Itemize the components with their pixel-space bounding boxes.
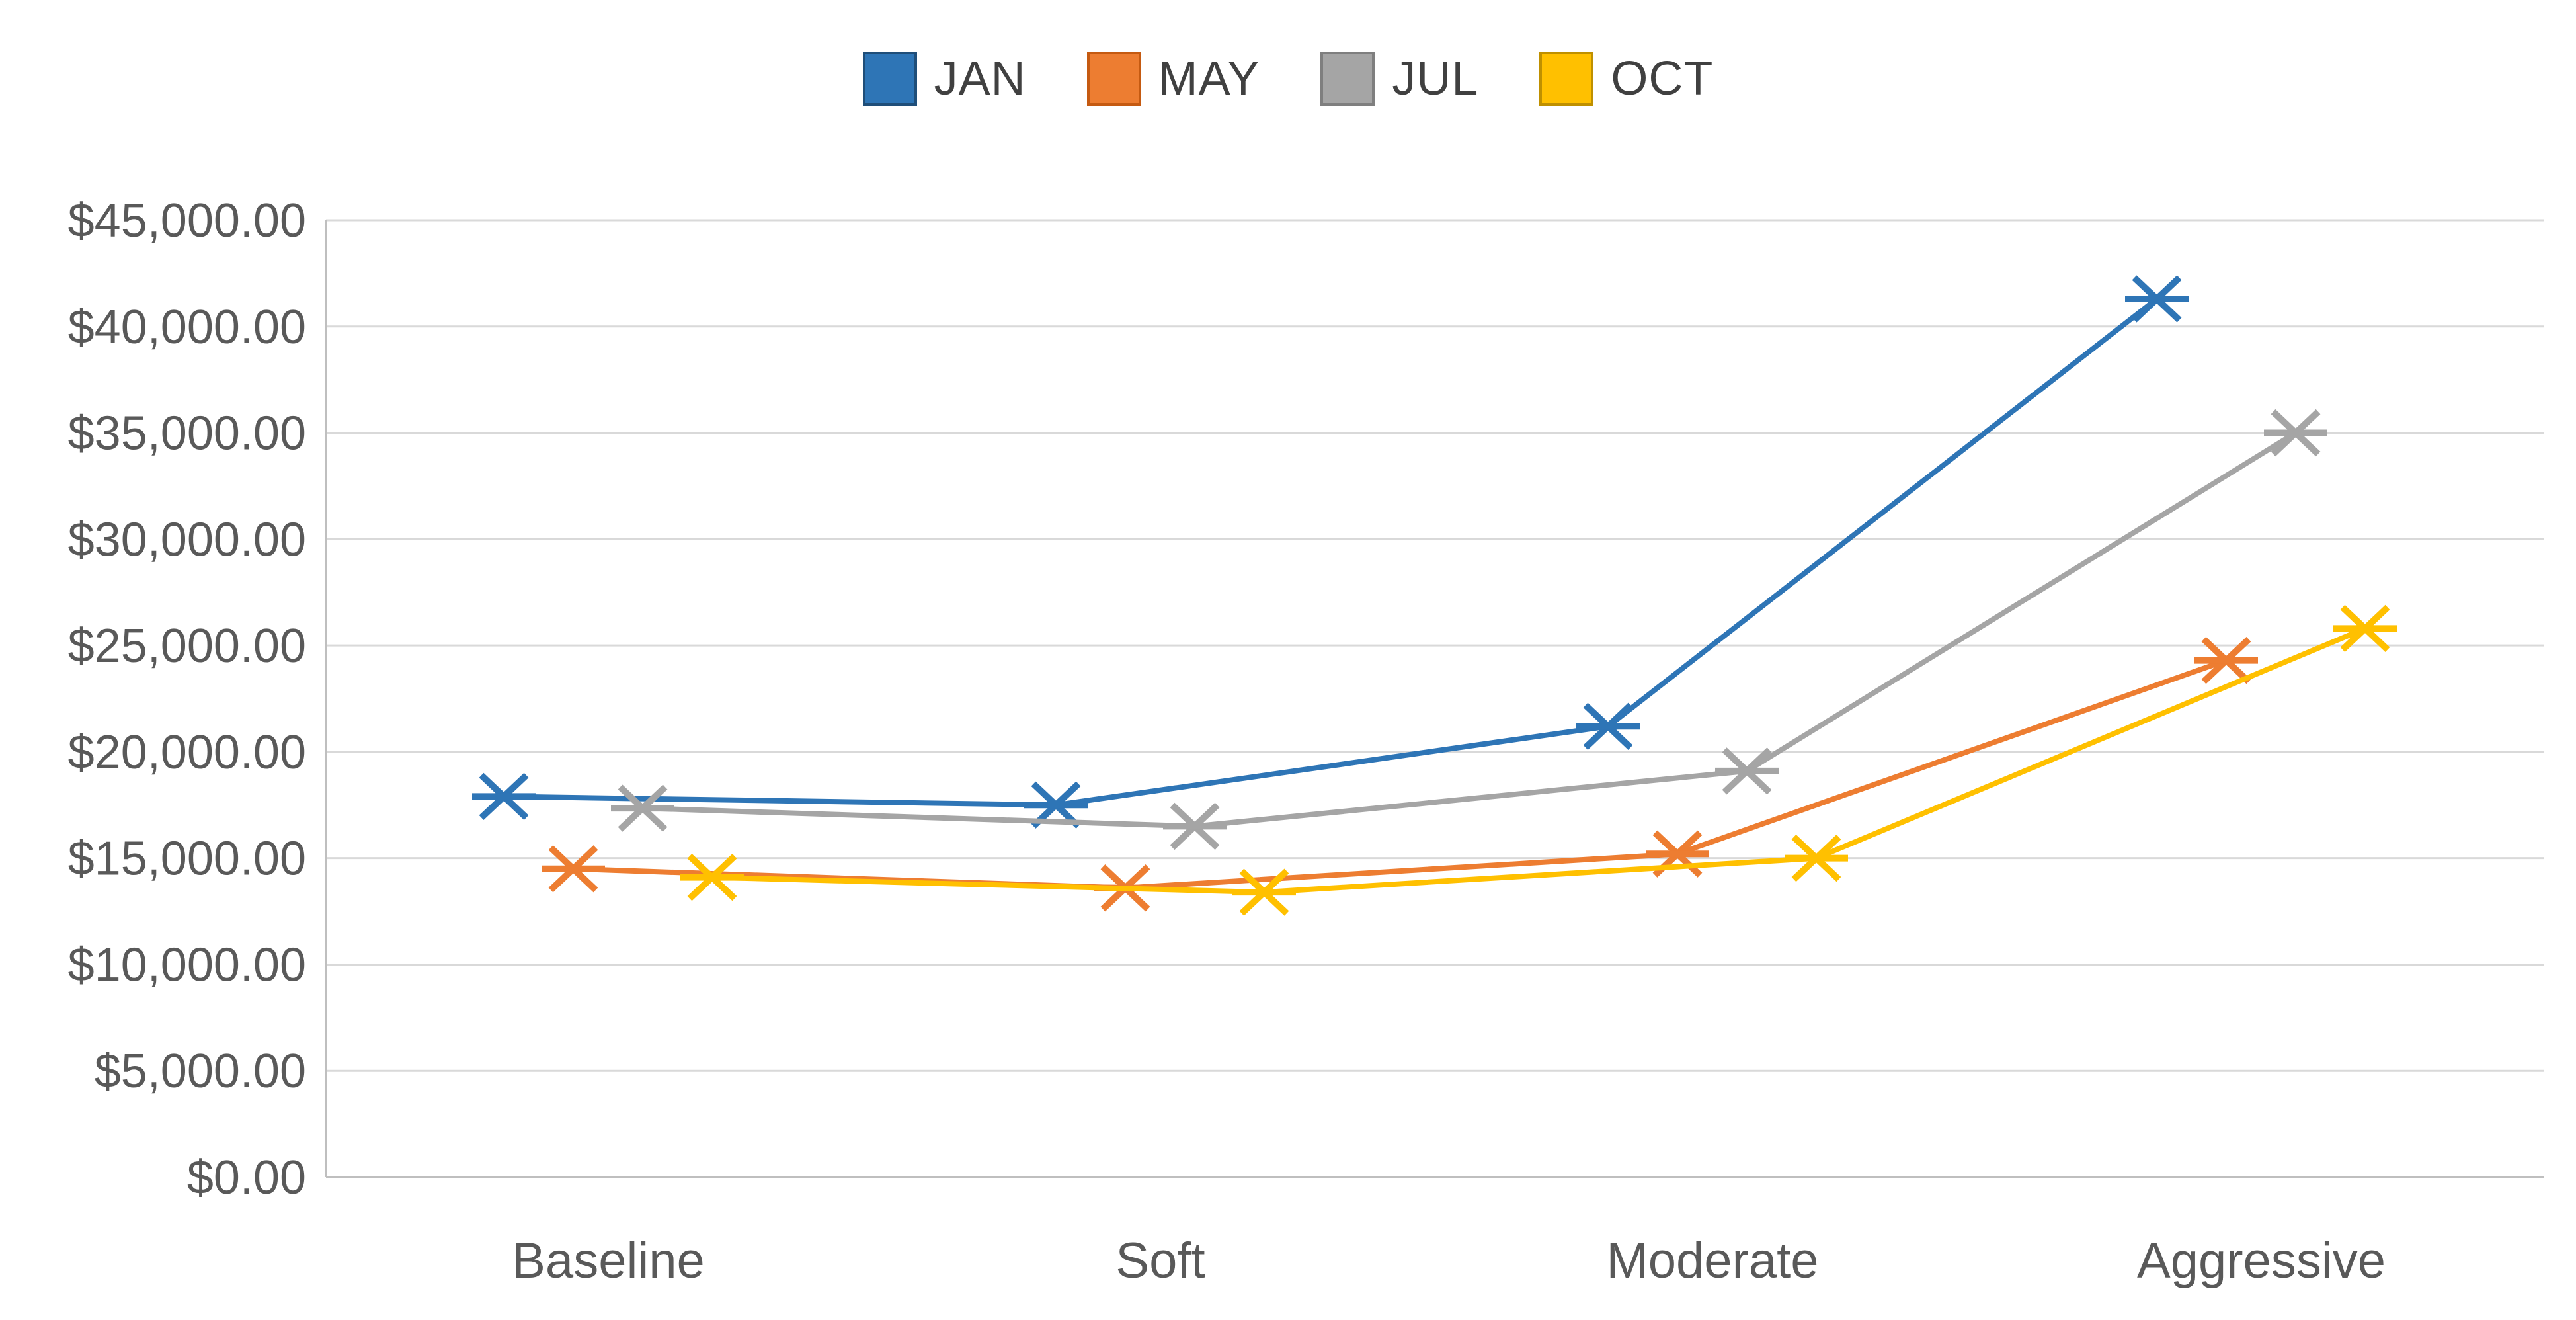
x-axis-category-label: Soft [1115, 1233, 1205, 1289]
y-axis-tick-label: $20,000.00 [68, 726, 306, 779]
series-line-may [573, 657, 2228, 891]
legend-label-jan: JAN [934, 52, 1026, 105]
series-line-jan [503, 296, 2159, 808]
y-axis-tick-label: $25,000.00 [68, 620, 306, 673]
legend-item-may: MAY [1086, 52, 1260, 106]
y-axis-tick-label: $35,000.00 [68, 407, 306, 460]
y-axis-tick-label: $15,000.00 [68, 833, 306, 886]
legend-item-oct: OCT [1539, 52, 1713, 106]
legend-label-jul: JUL [1392, 52, 1479, 105]
legend-swatch-jan [862, 52, 917, 106]
x-axis-category-label: Baseline [512, 1233, 705, 1289]
series-line-jul [642, 431, 2298, 829]
legend-swatch-oct [1539, 52, 1594, 106]
x-axis-category-label: Aggressive [2137, 1233, 2386, 1289]
y-axis-tick-label: $10,000.00 [68, 938, 306, 991]
legend-swatch-may [1086, 52, 1141, 106]
y-axis-tick-label: $30,000.00 [68, 513, 306, 566]
chart-legend: JAN MAY JUL OCT [0, 52, 2576, 106]
y-axis-tick-label: $0.00 [187, 1151, 306, 1204]
legend-label-oct: OCT [1611, 52, 1714, 105]
y-axis-tick-label: $45,000.00 [68, 194, 306, 247]
y-axis-tick-label: $5,000.00 [95, 1045, 306, 1098]
legend-item-jan: JAN [862, 52, 1026, 106]
legend-label-may: MAY [1158, 52, 1260, 105]
legend-item-jul: JUL [1320, 52, 1478, 106]
legend-swatch-jul [1320, 52, 1375, 106]
series-line-oct [711, 626, 2366, 895]
y-axis-tick-label: $40,000.00 [68, 301, 306, 354]
x-axis-category-label: Moderate [1606, 1233, 1818, 1289]
